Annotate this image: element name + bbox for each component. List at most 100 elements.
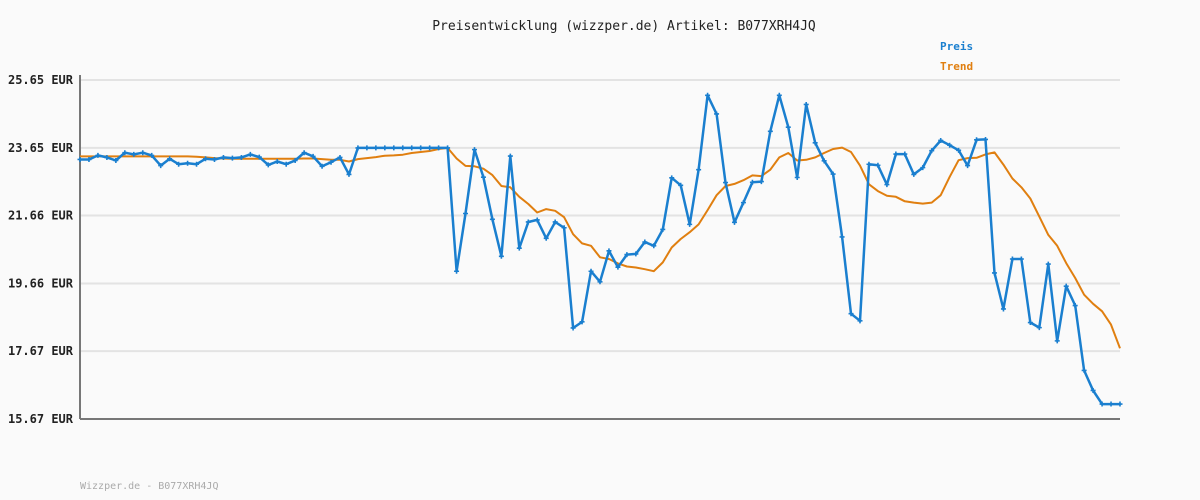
- data-point: [427, 145, 433, 151]
- data-point: [167, 156, 173, 162]
- data-point: [615, 264, 621, 270]
- data-point: [382, 145, 388, 151]
- data-point: [391, 145, 397, 151]
- series-line-preis: [80, 94, 1120, 406]
- data-point: [597, 279, 603, 285]
- data-point: [418, 145, 424, 151]
- data-point: [991, 270, 997, 276]
- data-point: [1054, 338, 1060, 344]
- data-point: [534, 217, 540, 223]
- data-point: [669, 175, 675, 181]
- data-point: [803, 101, 809, 107]
- data-point: [570, 325, 576, 331]
- data-point: [794, 174, 800, 180]
- data-point: [938, 137, 944, 143]
- y-tick-label: 23.65 EUR: [8, 141, 74, 155]
- data-point: [687, 221, 693, 227]
- y-tick-label: 25.65 EUR: [8, 73, 74, 87]
- y-tick-label: 19.66 EUR: [8, 276, 74, 290]
- data-point: [292, 158, 298, 164]
- data-point: [454, 268, 460, 274]
- data-point: [660, 226, 666, 232]
- data-point: [633, 251, 639, 257]
- data-point: [1000, 306, 1006, 312]
- data-point: [265, 162, 271, 168]
- data-point: [776, 92, 782, 98]
- data-point: [821, 158, 827, 164]
- data-point: [220, 154, 226, 160]
- data-point: [301, 150, 307, 156]
- data-point: [714, 111, 720, 117]
- data-point: [507, 153, 513, 159]
- chart-title: Preisentwicklung (wizzper.de) Artikel: B…: [432, 19, 816, 34]
- data-point: [857, 318, 863, 324]
- data-point: [436, 145, 442, 151]
- data-point: [525, 219, 531, 225]
- data-point: [749, 179, 755, 185]
- data-point: [731, 219, 737, 225]
- data-point: [552, 219, 558, 225]
- data-point: [274, 159, 280, 165]
- data-point: [606, 248, 612, 254]
- series-line-trend: [80, 146, 1121, 349]
- data-point: [86, 156, 92, 162]
- data-point: [543, 235, 549, 241]
- data-point: [830, 171, 836, 177]
- data-point: [373, 145, 379, 151]
- data-point: [1108, 401, 1114, 407]
- legend-trend: Trend: [940, 60, 974, 73]
- data-point: [875, 162, 881, 168]
- data-point: [561, 225, 567, 231]
- data-point: [211, 156, 217, 162]
- data-point: [283, 161, 289, 167]
- data-point: [256, 154, 262, 160]
- data-point: [1099, 401, 1105, 407]
- footer-credit: Wizzper.de - B077XRH4JQ: [80, 481, 219, 492]
- data-point: [678, 182, 684, 188]
- data-point: [902, 151, 908, 157]
- data-point: [1081, 367, 1087, 373]
- data-point: [1117, 401, 1123, 407]
- data-point: [1072, 303, 1078, 309]
- data-point: [1018, 256, 1024, 262]
- data-point: [696, 167, 702, 173]
- data-point: [480, 174, 486, 180]
- data-point: [929, 148, 935, 154]
- data-point: [247, 151, 253, 157]
- data-point: [328, 159, 334, 165]
- data-point: [409, 145, 415, 151]
- data-point: [203, 156, 209, 162]
- data-point: [893, 151, 899, 157]
- data-point: [364, 145, 370, 151]
- data-point: [489, 216, 495, 222]
- data-point: [920, 165, 926, 171]
- data-point: [185, 160, 191, 166]
- data-point: [445, 145, 451, 151]
- data-point: [471, 147, 477, 153]
- data-point: [839, 234, 845, 240]
- data-point: [149, 152, 155, 158]
- data-point: [194, 161, 200, 167]
- y-tick-label: 15.67 EUR: [8, 412, 74, 426]
- data-point: [588, 268, 594, 274]
- data-point: [785, 124, 791, 130]
- data-point: [1036, 325, 1042, 331]
- data-point: [1027, 320, 1033, 326]
- data-point: [516, 245, 522, 251]
- data-point: [1009, 256, 1015, 262]
- data-point: [767, 128, 773, 134]
- data-point: [310, 153, 316, 159]
- data-point: [104, 154, 110, 160]
- data-point: [122, 150, 128, 156]
- data-point: [355, 145, 361, 151]
- data-point: [758, 179, 764, 185]
- data-point: [95, 152, 101, 158]
- y-tick-label: 21.66 EUR: [8, 209, 74, 223]
- data-point: [651, 243, 657, 249]
- data-point: [77, 156, 83, 162]
- y-tick-label: 17.67 EUR: [8, 344, 74, 358]
- data-point: [113, 158, 119, 164]
- data-point: [884, 182, 890, 188]
- data-point: [974, 137, 980, 143]
- data-point: [238, 154, 244, 160]
